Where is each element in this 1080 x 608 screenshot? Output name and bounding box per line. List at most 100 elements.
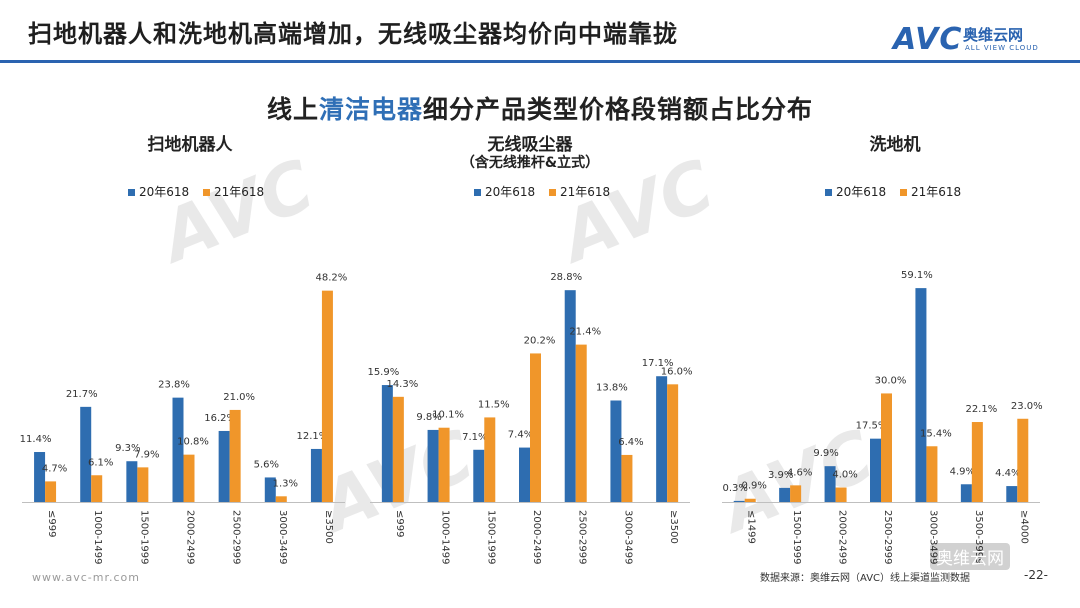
data-label: 0.9% [742, 481, 767, 492]
bar-b [91, 475, 103, 502]
legend-label-b: 21年618 [560, 185, 611, 199]
data-label: 17.5% [856, 421, 888, 432]
title-divider [0, 60, 1080, 63]
bar-a [264, 477, 276, 502]
page-title: 扫地机器人和洗地机高端增加，无线吸尘器均价向中端靠拢 [28, 20, 678, 48]
bar-b [971, 422, 983, 502]
data-label: 14.3% [386, 379, 418, 390]
bar-b [1017, 418, 1029, 502]
bar-b [881, 393, 892, 502]
panel-title-vacuum: 无线吸尘器 [487, 135, 573, 155]
data-label: 21.0% [223, 392, 255, 403]
bar-a [310, 448, 322, 502]
bar-b [484, 417, 496, 502]
data-label: 7.1% [462, 432, 487, 443]
x-tick-label: 3000-3499 [927, 510, 938, 565]
data-label: 16.2% [204, 413, 236, 424]
legend: 20年618 21年618 [128, 183, 274, 200]
bar-b [45, 481, 57, 502]
x-tick-label: ≤1499 [746, 510, 757, 544]
data-label: 4.7% [42, 463, 67, 474]
legend: 20年618 21年618 [825, 183, 971, 200]
data-label: 23.0% [1011, 401, 1043, 412]
bar-a [34, 452, 46, 502]
bar-a [519, 447, 530, 502]
bar-b [183, 454, 195, 502]
legend: 20年618 21年618 [474, 183, 620, 200]
x-tick-label: ≥3500 [668, 510, 679, 544]
bar-a [218, 430, 230, 502]
bar-b [392, 396, 404, 502]
data-label: 21.7% [66, 389, 98, 400]
x-tick-label: 3000-3499 [277, 510, 288, 565]
bar-a [960, 484, 972, 502]
subtitle-highlight: 清洁电器 [318, 95, 423, 124]
x-tick-label: 1500-1999 [138, 510, 149, 565]
page-number: -22- [1024, 568, 1048, 582]
logo-en-text: ALL VIEW CLOUD [965, 44, 1039, 52]
data-label: 4.9% [950, 466, 975, 477]
logo-cn-text: 奥维云网 [963, 26, 1024, 44]
legend-item-b: 21年618 [203, 185, 264, 199]
x-tick-label: ≥3500 [323, 510, 334, 544]
bar-a [427, 429, 439, 502]
x-tick-label: ≤999 [46, 510, 57, 537]
x-tick-label: 2000-2499 [185, 510, 196, 565]
legend-item-b: 21年618 [549, 185, 610, 199]
data-label: 10.1% [432, 410, 464, 421]
x-tick-label: 1500-1999 [485, 510, 496, 565]
bar-b [229, 409, 241, 502]
data-label: 48.2% [316, 273, 348, 284]
legend-label-b: 21年618 [911, 185, 962, 199]
data-label: 6.4% [618, 437, 643, 448]
wechat-badge: 奥维云网 [930, 543, 1010, 570]
legend-label-a: 20年618 [485, 185, 536, 199]
legend-item-a: 20年618 [128, 185, 189, 199]
bar-a [779, 487, 791, 502]
subtitle-suffix: 细分产品类型价格段销额占比分布 [423, 95, 814, 124]
x-tick-label: ≥4000 [1018, 510, 1029, 544]
bar-a [473, 449, 485, 502]
x-tick-label: 1000-1499 [440, 510, 451, 565]
bar-b [926, 446, 938, 502]
data-label: 9.3% [115, 443, 140, 454]
data-label: 13.8% [596, 383, 628, 394]
bar-a [564, 290, 576, 502]
legend-swatch-b [549, 188, 557, 196]
data-label: 23.8% [158, 380, 190, 391]
data-label: 17.1% [642, 358, 674, 369]
bar-b [835, 487, 847, 502]
data-label: 7.4% [508, 430, 533, 441]
data-label: 10.8% [177, 437, 209, 448]
data-label: 59.1% [901, 270, 933, 281]
bar-b [321, 290, 333, 502]
legend-item-a: 20年618 [474, 185, 535, 199]
bar-a [870, 438, 881, 502]
bar-b [575, 344, 587, 502]
legend-item-b: 21年618 [900, 185, 961, 199]
legend-swatch-a [128, 188, 135, 196]
data-label: 15.9% [367, 367, 399, 378]
logo-mark: AVC [893, 22, 963, 57]
legend-swatch-b [900, 188, 908, 196]
bar-a [915, 288, 927, 502]
bar-b [667, 384, 679, 502]
bar-a [824, 466, 836, 502]
x-tick-label: ≤999 [394, 510, 405, 537]
bar-b [621, 454, 633, 502]
bar-b [438, 427, 450, 502]
data-label: 9.8% [416, 412, 441, 423]
x-tick-label: 1000-1499 [92, 510, 103, 565]
data-label: 4.0% [832, 470, 857, 481]
footer-source: 数据来源：奥维云网（AVC）线上渠道监测数据 [760, 573, 971, 584]
bar-b [530, 353, 541, 502]
legend-label-a: 20年618 [836, 185, 887, 199]
data-label: 28.8% [550, 272, 582, 283]
data-label: 3.9% [768, 470, 793, 481]
bar-b [275, 496, 287, 502]
data-label: 7.9% [134, 449, 159, 460]
bar-a [381, 385, 393, 502]
chart-subtitle: 线上清洁电器细分产品类型价格段销额占比分布 [0, 90, 1080, 126]
bar-a [1006, 486, 1018, 502]
bar-a [656, 376, 668, 502]
